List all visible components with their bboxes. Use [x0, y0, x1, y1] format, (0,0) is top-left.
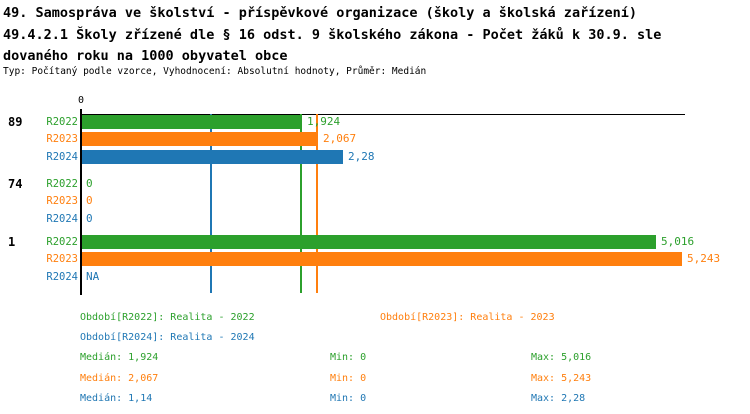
value-label-89-r2022: 1,924: [307, 115, 341, 128]
value-label-74-r2024: 0: [86, 212, 93, 225]
category-label-1: 1: [8, 235, 16, 249]
stat-min-r2024: Min: 0: [330, 393, 367, 404]
bar-1-r2023: [82, 252, 682, 266]
value-label-89-r2024: 2,28: [348, 150, 375, 163]
bar-89-r2023: [82, 132, 318, 146]
stat-max-r2024: Max: 2,28: [531, 393, 586, 404]
bar-1-r2022: [82, 235, 656, 249]
row-label-89-r2024: R2024: [46, 151, 78, 163]
value-label-1-r2022: 5,016: [661, 235, 695, 248]
median-line-r2023: [316, 114, 318, 293]
value-label-1-r2023: 5,243: [687, 252, 721, 265]
bar-89-r2022: [82, 115, 302, 129]
legend-r2024: Období[R2024]: Realita - 2024: [80, 332, 255, 343]
report-title-line-1: 49. Samospráva ve školství - příspěvkové…: [3, 5, 637, 21]
report-title-line-2: 49.4.2.1 Školy zřízené dle § 16 odst. 9 …: [3, 27, 662, 43]
y-axis-line: [80, 109, 82, 295]
row-label-1-r2023: R2023: [46, 253, 78, 265]
row-label-1-r2024: R2024: [46, 271, 78, 283]
value-label-74-r2022: 0: [86, 177, 93, 190]
legend-r2023: Období[R2023]: Realita - 2023: [380, 312, 555, 323]
row-label-89-r2022: R2022: [46, 116, 78, 128]
row-label-74-r2023: R2023: [46, 195, 78, 207]
stat-max-r2023: Max: 5,243: [531, 373, 592, 384]
stat-min-r2023: Min: 0: [330, 373, 367, 384]
stat-min-r2022: Min: 0: [330, 352, 367, 363]
row-label-74-r2024: R2024: [46, 213, 78, 225]
x-axis-line: [80, 114, 685, 115]
row-label-1-r2022: R2022: [46, 236, 78, 248]
report-type-line: Typ: Počítaný podle vzorce, Vyhodnocení:…: [3, 66, 427, 77]
row-label-74-r2022: R2022: [46, 178, 78, 190]
stat-max-r2022: Max: 5,016: [531, 352, 592, 363]
report-title-line-3: dovaného roku na 1000 obyvatel obce: [3, 48, 288, 64]
stat-median-r2024: Medián: 1,14: [80, 393, 153, 404]
value-label-89-r2023: 2,067: [323, 132, 357, 145]
value-label-1-r2024: NA: [86, 270, 100, 283]
x-axis-tick-label-0: 0: [77, 95, 85, 106]
row-label-89-r2023: R2023: [46, 133, 78, 145]
category-label-74: 74: [8, 177, 23, 191]
category-label-89: 89: [8, 115, 23, 129]
stat-median-r2023: Medián: 2,067: [80, 373, 159, 384]
median-line-r2024: [210, 114, 212, 293]
median-line-r2022: [300, 114, 302, 293]
value-label-74-r2023: 0: [86, 194, 93, 207]
stat-median-r2022: Medián: 1,924: [80, 352, 159, 363]
legend-r2022: Období[R2022]: Realita - 2022: [80, 312, 255, 323]
bar-89-r2024: [82, 150, 343, 164]
